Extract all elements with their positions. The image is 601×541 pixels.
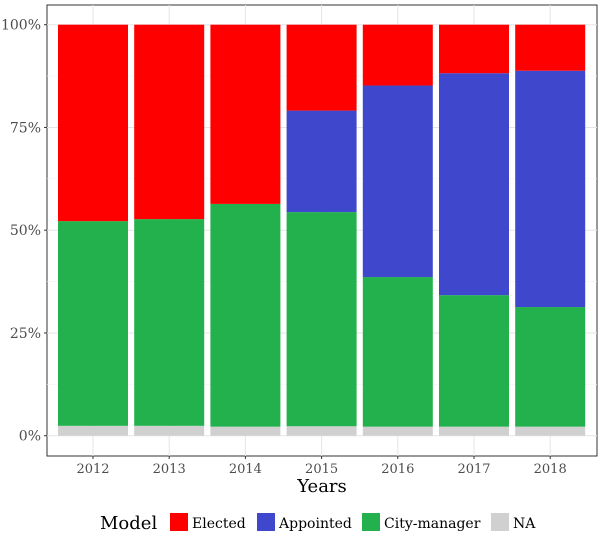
bar-na-2016 [362, 426, 433, 436]
legend-title: Model [100, 513, 157, 534]
y-tick-label: 75% [10, 120, 41, 136]
bar-city-manager-2016 [362, 277, 433, 427]
x-tick-label: 2013 [153, 462, 186, 477]
y-tick-label: 100% [1, 18, 41, 34]
x-tick-label: 2012 [76, 462, 109, 477]
legend-key-na [491, 513, 509, 531]
bar-na-2017 [439, 426, 509, 436]
x-tick-label: 2017 [457, 462, 490, 477]
bar-city-manager-2013 [134, 219, 205, 426]
x-tick-label: 2016 [381, 462, 414, 477]
y-tick-label: 25% [10, 326, 41, 342]
bar-appointed-2018 [515, 70, 586, 308]
bar-elected-2015 [286, 24, 357, 111]
legend-label: Appointed [278, 516, 352, 532]
bar-city-manager-2018 [515, 307, 586, 427]
bar-elected-2016 [362, 24, 433, 86]
y-tick-label: 50% [10, 223, 41, 239]
bar-na-2018 [515, 426, 586, 436]
bar-na-2014 [210, 426, 281, 436]
x-tick-label: 2018 [534, 462, 567, 477]
y-tick-label: 0% [19, 429, 41, 445]
bar-na-2015 [286, 426, 357, 436]
bar-city-manager-2015 [286, 212, 357, 427]
x-tick-label: 2015 [305, 462, 338, 477]
bar-appointed-2015 [286, 110, 357, 213]
legend-label: City-manager [384, 516, 481, 532]
legend-key-city-manager [362, 513, 380, 531]
bar-na-2013 [134, 425, 205, 436]
legend-label: NA [513, 516, 536, 532]
legend-key-elected [170, 513, 188, 531]
bar-appointed-2017 [439, 73, 509, 296]
legend-key-appointed [257, 513, 275, 531]
bar-elected-2018 [515, 24, 586, 71]
x-axis-title: Years [296, 476, 347, 497]
bar-city-manager-2014 [210, 203, 281, 427]
legend-label: Elected [192, 516, 246, 532]
bar-elected-2012 [58, 24, 128, 222]
bar-city-manager-2012 [58, 221, 128, 426]
bar-city-manager-2017 [439, 295, 509, 427]
x-tick-label: 2014 [229, 462, 262, 477]
bar-elected-2017 [439, 24, 509, 74]
bar-elected-2013 [134, 24, 205, 220]
bar-na-2012 [58, 425, 128, 436]
bar-appointed-2016 [362, 85, 433, 278]
bar-elected-2014 [210, 24, 281, 204]
